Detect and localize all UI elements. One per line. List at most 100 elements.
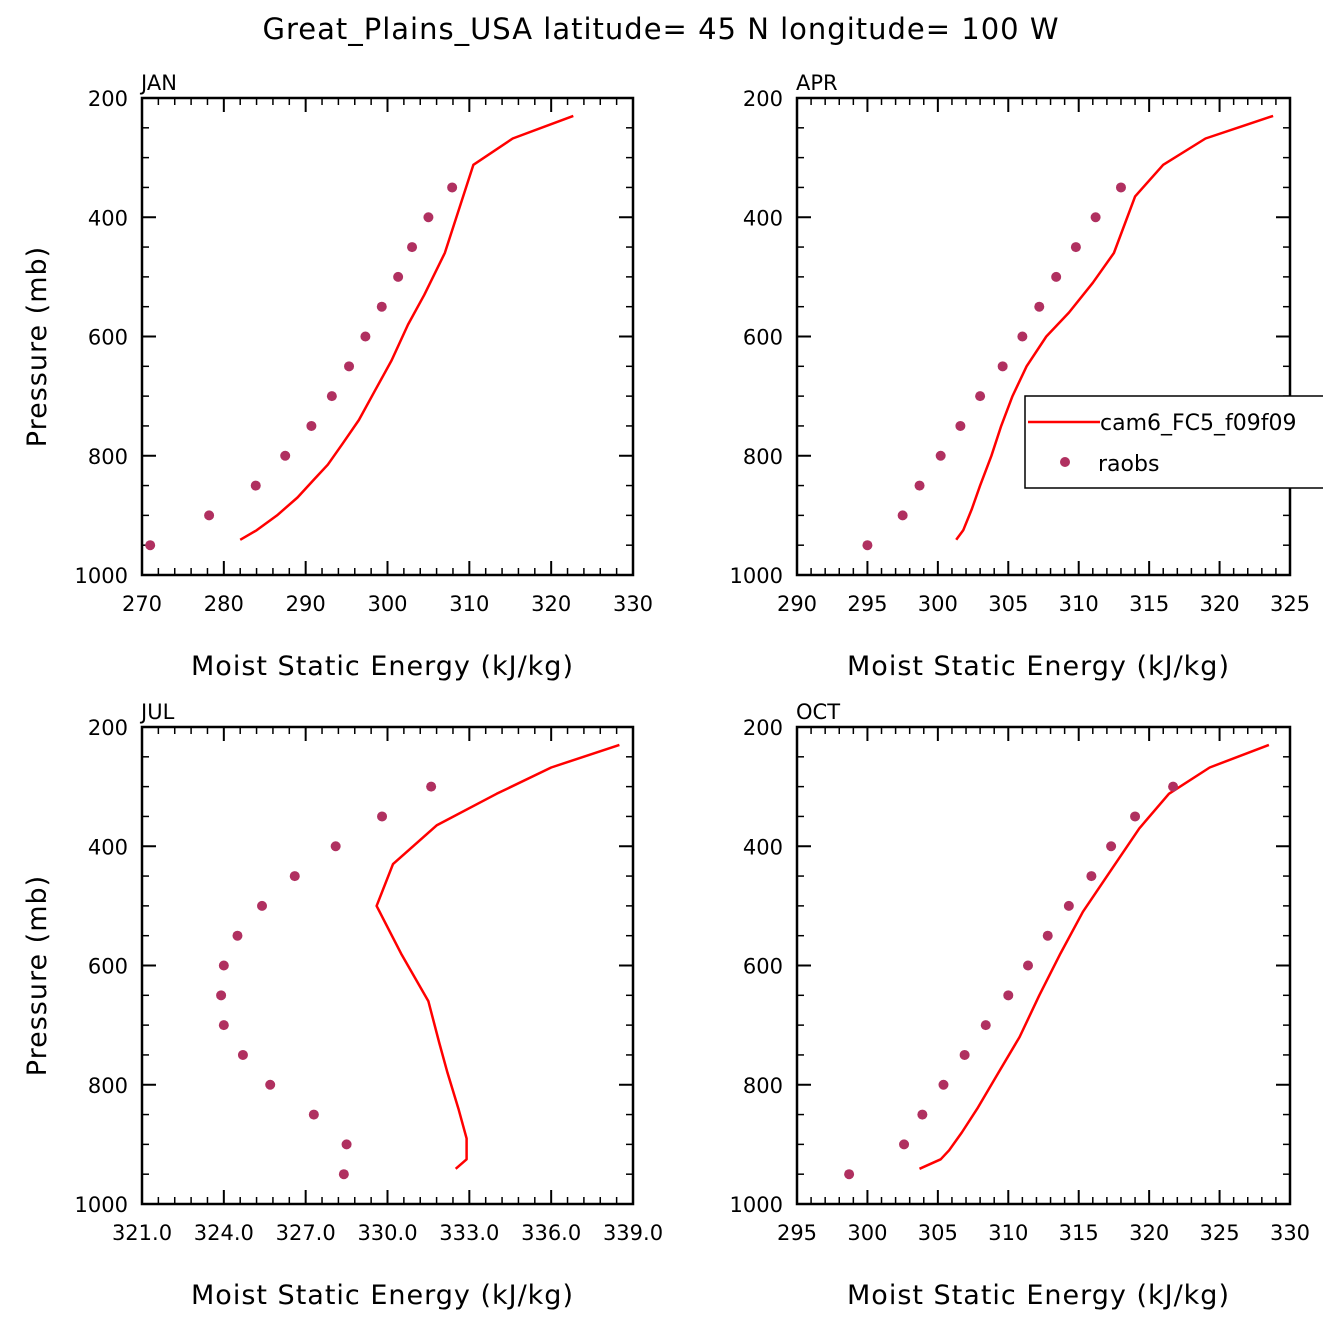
data-point-raobs [1023, 960, 1034, 971]
data-point-raobs [250, 480, 261, 491]
legend-swatch-marker [1060, 457, 1070, 467]
data-point-raobs [341, 1139, 352, 1150]
data-point-raobs [1070, 242, 1081, 253]
data-point-raobs [1115, 182, 1126, 193]
panel-jul: 321.0 324.0 327.0 330.0 333.0 336.0 339.0 200 40… [22, 700, 663, 1311]
data-point-raobs [447, 182, 458, 193]
y-tick-label: 800 [743, 1074, 783, 1098]
y-tick-label: 800 [88, 1074, 128, 1098]
x-tick-label: 327.0 [276, 1221, 336, 1245]
data-point-raobs [899, 1139, 910, 1150]
data-point-raobs [423, 212, 434, 223]
y-tick-label: 1000 [730, 1193, 783, 1217]
x-tick-label: 330.0 [357, 1221, 417, 1245]
panel-label-oct: OCT [796, 700, 840, 724]
data-point-raobs [218, 960, 229, 971]
data-point-raobs [1063, 900, 1074, 911]
data-point-raobs [1034, 301, 1045, 312]
x-tick-label: 336.0 [521, 1221, 581, 1245]
x-tick-label: 321.0 [112, 1221, 172, 1245]
y-tick-label: 400 [88, 206, 128, 230]
panel-label-jul: JUL [139, 700, 175, 724]
x-tick-label: 320 [1129, 1221, 1169, 1245]
y-tick-label: 200 [88, 87, 128, 111]
data-point-raobs [938, 1079, 949, 1090]
data-point-raobs [844, 1169, 855, 1180]
x-axis-title: Moist Static Energy (kJ/kg) [191, 651, 574, 682]
panel-jan: 270 280 290 300 310 320 330 200 400 600 800 1000 JAN… [22, 71, 653, 682]
y-tick-label: 1000 [730, 564, 783, 588]
data-point-raobs [1051, 271, 1062, 282]
data-point-raobs [914, 480, 925, 491]
y-tick-label: 1000 [75, 564, 128, 588]
x-tick-label: 315 [1129, 592, 1169, 616]
x-tick-label: 310 [1059, 592, 1099, 616]
x-tick-label: 324.0 [194, 1221, 254, 1245]
data-point-raobs [1017, 331, 1028, 342]
x-tick-label: 320 [1200, 592, 1240, 616]
x-tick-label: 333.0 [439, 1221, 499, 1245]
x-tick-label: 300 [367, 592, 407, 616]
data-point-raobs [1003, 990, 1014, 1001]
x-tick-label: 325 [1270, 592, 1310, 616]
data-point-raobs [935, 450, 946, 461]
y-tick-label: 200 [88, 716, 128, 740]
x-tick-label: 280 [204, 592, 244, 616]
legend-box [1024, 395, 1323, 489]
x-axis-title: Moist Static Energy (kJ/kg) [847, 651, 1230, 682]
data-point-raobs [393, 271, 404, 282]
data-point-raobs [306, 420, 317, 431]
data-point-raobs [330, 841, 341, 852]
y-axis-title: Pressure (mb) [22, 246, 53, 447]
data-point-raobs [289, 871, 300, 882]
x-axis-title: Moist Static Energy (kJ/kg) [847, 1280, 1230, 1311]
data-point-raobs [232, 930, 243, 941]
x-tick-label: 330 [613, 592, 653, 616]
data-point-raobs [1130, 811, 1141, 822]
data-point-raobs [862, 540, 873, 551]
x-tick-label: 300 [847, 1221, 887, 1245]
series-line-model [955, 114, 1274, 541]
y-tick-label: 200 [743, 716, 783, 740]
data-point-raobs [407, 242, 418, 253]
x-tick-label: 295 [847, 592, 887, 616]
y-axis-title: Pressure (mb) [22, 875, 53, 1076]
x-tick-label: 270 [122, 592, 162, 616]
panel-apr: 290 295 300 305 310 315 320 325 200 400 600 800 1000… [730, 71, 1311, 682]
data-point-raobs [997, 361, 1008, 372]
data-point-raobs [376, 301, 387, 312]
y-tick-label: 400 [88, 835, 128, 859]
x-tick-label: 305 [918, 1221, 958, 1245]
data-point-raobs [216, 990, 227, 1001]
x-tick-label: 290 [286, 592, 326, 616]
data-point-raobs [308, 1109, 319, 1120]
data-point-raobs [344, 361, 355, 372]
data-point-raobs [426, 781, 437, 792]
data-point-raobs [204, 510, 215, 521]
x-tick-label: 290 [777, 592, 817, 616]
data-point-raobs [145, 540, 156, 551]
data-point-raobs [326, 391, 337, 402]
data-point-raobs [1086, 871, 1097, 882]
y-tick-label: 600 [88, 955, 128, 979]
x-tick-label: 339.0 [603, 1221, 663, 1245]
x-tick-label: 320 [531, 592, 571, 616]
panel-label-jan: JAN [139, 71, 177, 95]
data-point-raobs [360, 331, 371, 342]
x-tick-label: 330 [1270, 1221, 1310, 1245]
data-point-raobs [955, 420, 966, 431]
data-point-raobs [338, 1169, 349, 1180]
data-point-raobs [975, 391, 986, 402]
x-tick-label: 300 [918, 592, 958, 616]
data-point-raobs [917, 1109, 928, 1120]
data-point-raobs [1168, 781, 1179, 792]
data-point-raobs [1042, 930, 1053, 941]
series-line-model [239, 114, 574, 541]
panels: 270 280 290 300 310 320 330 200 400 600 800 1000 JAN… [22, 71, 1310, 1311]
y-tick-label: 800 [88, 445, 128, 469]
y-tick-label: 600 [88, 326, 128, 350]
y-tick-label: 400 [743, 835, 783, 859]
